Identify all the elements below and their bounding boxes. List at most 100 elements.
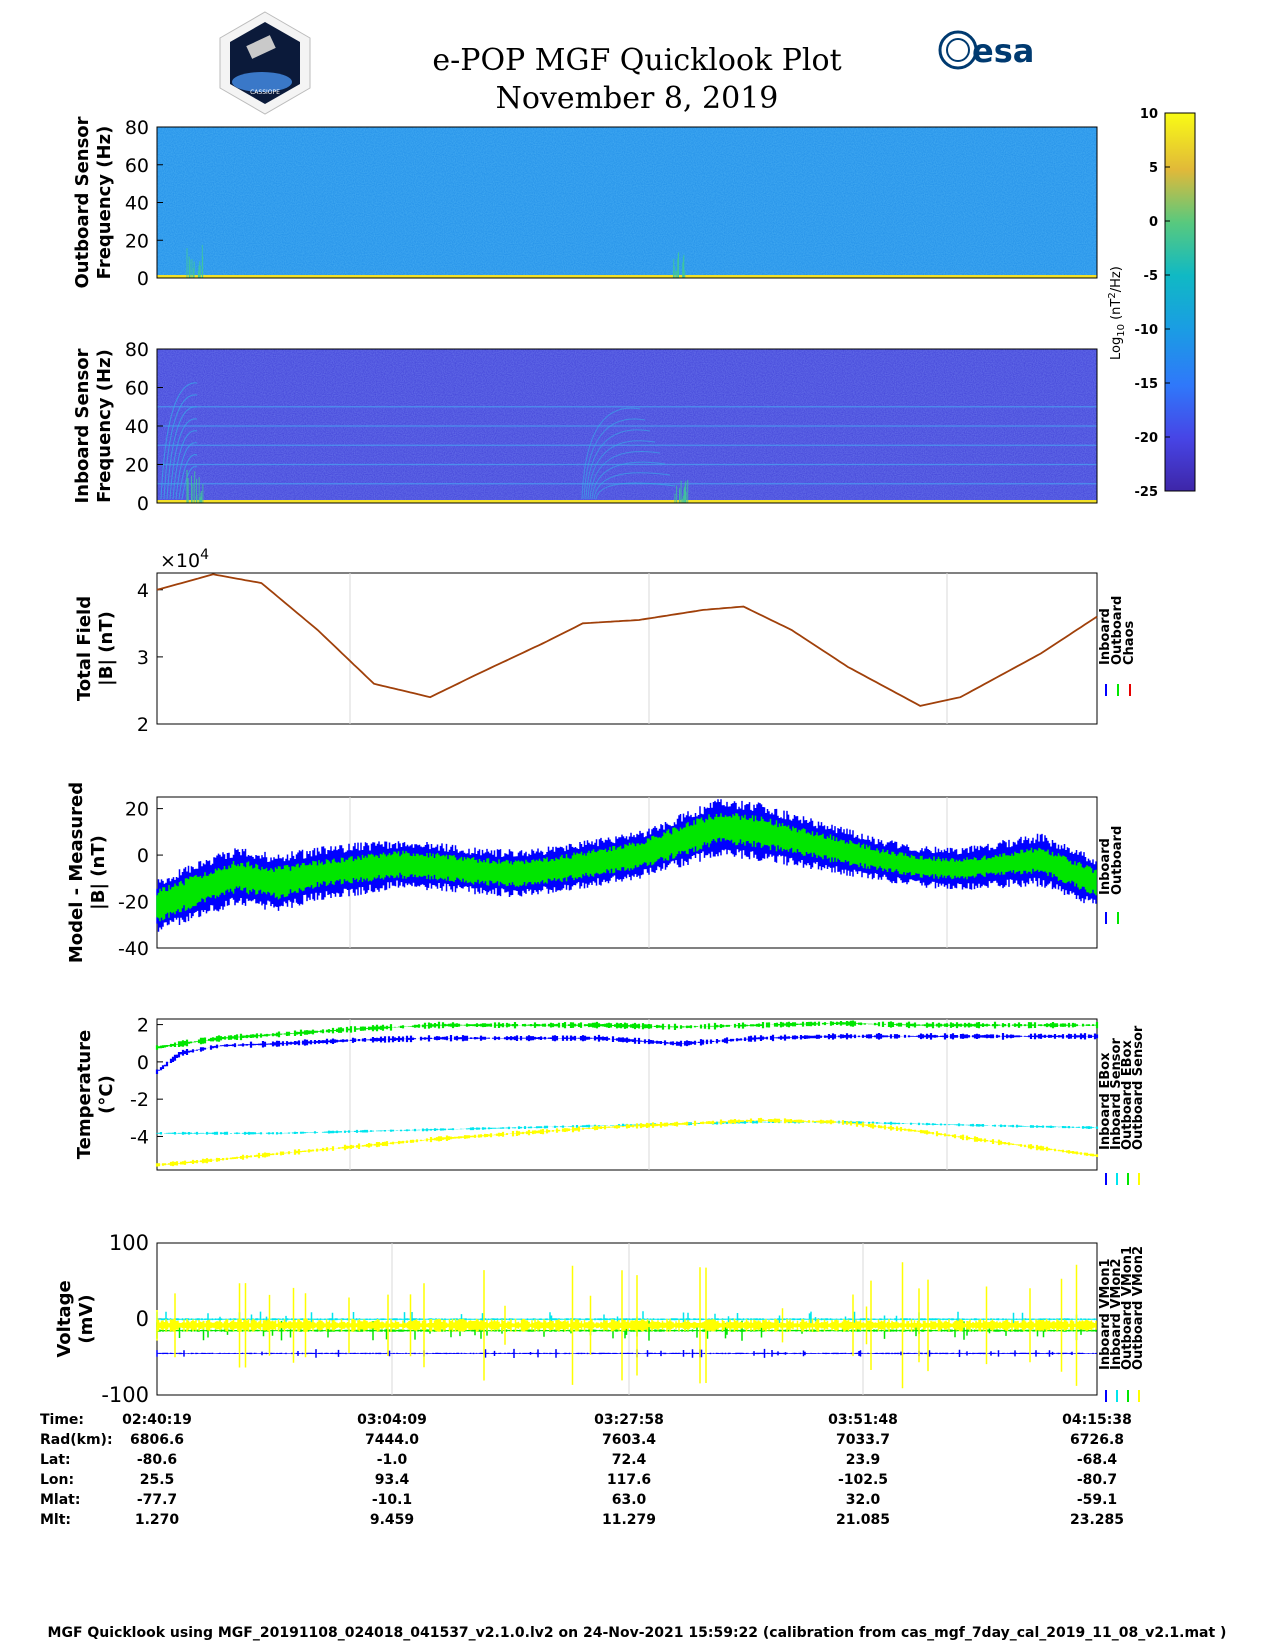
temperature-ytick-label-0: 2 xyxy=(137,1015,149,1037)
model-minus-measured-legend-label-0: Inboard xyxy=(1098,838,1113,895)
colorbar-tick-label-4: -10 xyxy=(1135,323,1159,338)
temperature-series-outboard-sensor xyxy=(155,1117,1099,1167)
temperature-ylabel-line1: Temperature xyxy=(74,1030,95,1159)
outboard-spectrogram-ytick-label-2: 40 xyxy=(125,193,149,215)
ephemeris-cell-0-3: 03:51:48 xyxy=(828,1412,898,1428)
outboard-spectrogram-ytick-label-1: 60 xyxy=(125,155,149,177)
colorbar-tick-label-1: 5 xyxy=(1149,161,1158,176)
page-date: November 8, 2019 xyxy=(496,81,779,116)
ephemeris-cell-2-0: -80.6 xyxy=(137,1452,177,1468)
right-logo-text: esa xyxy=(972,32,1034,70)
ephemeris-cell-4-0: -77.7 xyxy=(137,1492,177,1508)
inboard-spectrogram-ylabel-line1: Inboard Sensor xyxy=(72,348,93,503)
inboard-spectrogram-ytick-label-0: 80 xyxy=(125,339,149,361)
temperature-legend-label-0: Inboard EBox xyxy=(1098,1052,1113,1150)
inboard-spectrogram-whistler-a-3 xyxy=(169,418,198,500)
inboard-spectrogram-whistler-a-1 xyxy=(163,394,198,500)
ephemeris-cell-1-1: 7444.0 xyxy=(365,1432,419,1448)
model-minus-measured-ytick-label-1: 0 xyxy=(137,845,149,867)
colorbar-gradient xyxy=(1164,112,1196,492)
inboard-spectrogram-low-frequency-band xyxy=(157,500,1097,503)
voltage-legend-label-1: Inboard VMon2 xyxy=(1109,1258,1124,1370)
voltage-legend-label-0: Inboard VMon1 xyxy=(1098,1258,1113,1370)
ephemeris-row-label-5: Mlt: xyxy=(40,1512,71,1528)
ephemeris-row-label-1: Rad(km): xyxy=(40,1432,113,1448)
ephemeris-cell-1-3: 7033.7 xyxy=(836,1432,890,1448)
ephemeris-cell-2-1: -1.0 xyxy=(377,1452,408,1468)
inboard-spectrogram-ytick-label-1: 60 xyxy=(125,378,149,400)
ephemeris-cell-0-2: 03:27:58 xyxy=(594,1412,664,1428)
ephemeris-cell-5-4: 23.285 xyxy=(1070,1512,1124,1528)
temperature-ytick-label-1: 0 xyxy=(137,1052,149,1074)
outboard-spectrogram-ylabel-line2: Frequency (Hz) xyxy=(94,126,115,280)
colorbar-tick-label-2: 0 xyxy=(1149,215,1158,230)
voltage-series-outboard-vmon2 xyxy=(156,1262,1097,1389)
ephemeris-cell-4-4: -59.1 xyxy=(1077,1492,1117,1508)
ephemeris-cell-3-1: 93.4 xyxy=(375,1472,410,1488)
inboard-spectrogram-whistler-a-0 xyxy=(160,382,198,500)
inboard-spectrogram-whistler-b-7 xyxy=(595,482,676,500)
total-field-ylabel-line2: |B| (nT) xyxy=(96,611,117,686)
inboard-spectrogram-panel: 80 60 40 20 0 Inboard Sensor Frequency (Hz) xyxy=(72,339,1098,515)
inboard-spectrogram-whistler-b-0 xyxy=(581,407,641,500)
ephemeris-cell-4-2: 63.0 xyxy=(612,1492,647,1508)
colorbar-tick-label-6: -20 xyxy=(1135,431,1159,446)
outboard-spectrogram-low-frequency-band xyxy=(157,275,1097,278)
inboard-spectrogram-whistler-a-7 xyxy=(181,466,198,500)
total-field-legend-label-2: Chaos xyxy=(1122,621,1137,665)
inboard-spectrogram-ylabel-line2: Frequency (Hz) xyxy=(94,349,115,503)
total-field-legend-label-0: Inboard xyxy=(1098,608,1113,665)
ephemeris-cell-2-3: 23.9 xyxy=(846,1452,881,1468)
model-minus-measured-ytick-label-0: 20 xyxy=(125,799,149,821)
inboard-spectrogram-whistler-a-4 xyxy=(172,430,198,500)
voltage-ytick-label-2: -100 xyxy=(101,1383,149,1407)
total-field-legend-label-1: Outboard xyxy=(1110,596,1125,665)
temperature-series-inboard-ebox xyxy=(155,1033,1099,1074)
temperature-legend-label-3: Outboard Sensor xyxy=(1131,1025,1146,1150)
colorbar-tick-label-3: -5 xyxy=(1144,269,1158,284)
model-minus-measured-axes-frame xyxy=(156,796,1098,949)
total-field-panel: 4 3 2 Total Field |B| (nT) ×104 InboardOutboar… xyxy=(74,547,1137,736)
ephemeris-table: Time: 02:40:19 03:04:09 03:27:58 03:51:48 04:… xyxy=(40,1412,1132,1528)
inboard-spectrogram-whistler-a-5 xyxy=(175,442,198,500)
model-minus-measured-ylabel-line2: |B| (nT) xyxy=(88,835,109,910)
ephemeris-cell-1-2: 7603.4 xyxy=(602,1432,656,1448)
ephemeris-cell-2-2: 72.4 xyxy=(612,1452,647,1468)
inboard-spectrogram-whistler-b-1 xyxy=(583,418,646,500)
outboard-spectrogram-ytick-label-4: 0 xyxy=(137,268,149,290)
ephemeris-cell-2-4: -68.4 xyxy=(1077,1452,1118,1468)
inboard-spectrogram-ytick-label-2: 40 xyxy=(125,416,149,438)
ephemeris-cell-3-2: 117.6 xyxy=(607,1472,651,1488)
voltage-ytick-label-1: 0 xyxy=(136,1307,149,1331)
esa-globe-icon xyxy=(938,30,978,70)
outboard-spectrogram-ytick-label-0: 80 xyxy=(125,117,149,139)
inboard-spectrogram-ytick-label-4: 0 xyxy=(137,493,149,515)
total-field-line xyxy=(156,573,1098,707)
total-field-ylabel-line1: Total Field xyxy=(74,596,95,701)
ephemeris-row-label-2: Lat: xyxy=(40,1452,71,1468)
left-logo-text: CASSIOPE xyxy=(250,89,280,96)
ephemeris-cell-5-1: 9.459 xyxy=(370,1512,414,1528)
model-minus-measured-ytick-label-3: -40 xyxy=(118,938,149,960)
model-minus-measured-legend-label-1: Outboard xyxy=(1110,826,1125,895)
ephemeris-row-label-0: Time: xyxy=(40,1412,84,1428)
total-field-ytick-label-0: 4 xyxy=(137,580,149,602)
total-field-ytick-label-2: 2 xyxy=(137,714,149,736)
ephemeris-cell-5-2: 11.279 xyxy=(602,1512,656,1528)
page-title: e-POP MGF Quicklook Plot xyxy=(432,43,841,78)
temperature-panel: 2 0 -2 -4 Temperature (°C) Inboard EBoxInboard… xyxy=(74,1015,1146,1185)
ephemeris-cell-0-0: 02:40:19 xyxy=(122,1412,192,1428)
model-minus-measured-ytick-label-2: -20 xyxy=(118,892,149,914)
model-minus-measured-ylabel-line1: Model - Measured xyxy=(66,782,87,963)
temperature-ytick-label-3: -4 xyxy=(130,1126,149,1148)
ephemeris-cell-1-4: 6726.8 xyxy=(1070,1432,1124,1448)
ephemeris-cell-5-0: 1.270 xyxy=(135,1512,180,1528)
satellite-icon xyxy=(246,35,276,59)
outboard-spectrogram-ytick-label-3: 20 xyxy=(125,230,149,252)
voltage-ylabel-line1: Voltage xyxy=(54,1280,75,1357)
voltage-ytick-label-0: 100 xyxy=(109,1231,149,1255)
voltage-legend-label-3: Outboard VMon2 xyxy=(1131,1246,1146,1370)
ephemeris-cell-5-3: 21.085 xyxy=(836,1512,890,1528)
outboard-spectrogram-ylabel-line1: Outboard Sensor xyxy=(72,116,93,288)
